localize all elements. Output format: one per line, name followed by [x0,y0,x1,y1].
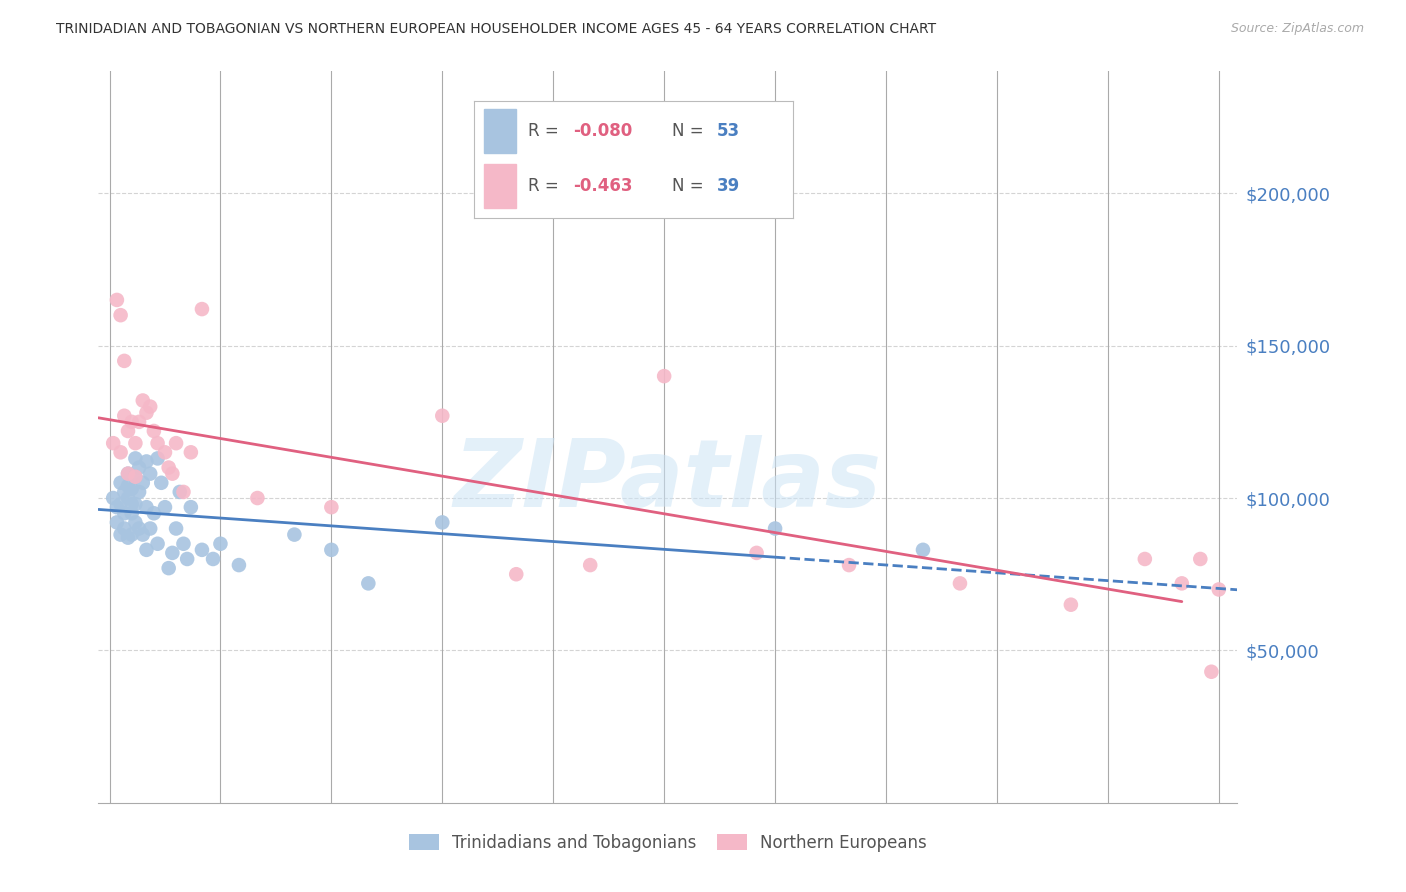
Point [150,475,173,490]
Point [121,497,143,511]
Point [128,521,150,535]
Point [112,521,135,535]
Point [139,467,162,481]
Point [112,485,135,500]
Point [579,558,602,573]
Point [283,527,305,541]
Legend: Trinidadians and Tobagonians, Northern Europeans: Trinidadians and Tobagonians, Northern E… [401,826,935,860]
Point [117,467,139,481]
Point [1208,582,1230,597]
Point [180,500,202,515]
Point [172,537,194,551]
Point [172,485,194,500]
Point [165,521,187,535]
Point [1201,665,1223,679]
Point [121,415,143,429]
Point [112,354,135,368]
Point [949,576,972,591]
Point [432,516,454,530]
Point [153,500,176,515]
Point [321,500,343,515]
Point [838,558,860,573]
Point [117,424,139,438]
Point [132,393,155,408]
Point [1171,576,1194,591]
Point [652,369,675,384]
Point [432,409,454,423]
Point [157,460,180,475]
Point [157,561,180,575]
Point [505,567,527,582]
Point [153,445,176,459]
Point [321,542,343,557]
Point [165,436,187,450]
Point [124,436,146,450]
Text: Source: ZipAtlas.com: Source: ZipAtlas.com [1230,22,1364,36]
Point [124,451,146,466]
Point [146,537,169,551]
Point [169,485,191,500]
Point [357,576,380,591]
Text: ZIPatlas: ZIPatlas [454,435,882,527]
Point [110,308,132,322]
Point [110,497,132,511]
Point [1133,552,1156,566]
Point [745,546,768,560]
Point [121,506,143,520]
Point [209,537,232,551]
Point [128,415,150,429]
Point [103,436,125,450]
Point [128,485,150,500]
Point [121,527,143,541]
Point [105,500,128,515]
Point [146,436,169,450]
Point [1189,552,1212,566]
Text: TRINIDADIAN AND TOBAGONIAN VS NORTHERN EUROPEAN HOUSEHOLDER INCOME AGES 45 - 64 : TRINIDADIAN AND TOBAGONIAN VS NORTHERN E… [56,22,936,37]
Point [110,527,132,541]
Point [146,451,169,466]
Point [105,516,128,530]
Point [110,475,132,490]
Point [132,527,155,541]
Point [135,542,157,557]
Point [162,467,184,481]
Point [117,531,139,545]
Point [202,552,225,566]
Point [128,460,150,475]
Point [763,521,786,535]
Point [162,546,184,560]
Point [139,521,162,535]
Point [103,491,125,505]
Point [191,301,214,317]
Point [117,467,139,481]
Point [105,293,128,307]
Point [112,409,135,423]
Point [124,469,146,483]
Point [1060,598,1083,612]
Point [142,506,165,520]
Point [124,516,146,530]
Point [135,406,157,420]
Point [132,475,155,490]
Point [191,542,214,557]
Point [110,445,132,459]
Point [180,445,202,459]
Point [117,491,139,505]
Point [176,552,198,566]
Point [246,491,269,505]
Point [139,400,162,414]
Point [124,497,146,511]
Point [121,482,143,496]
Point [112,506,135,520]
Point [135,500,157,515]
Point [142,424,165,438]
Point [135,454,157,468]
Point [911,542,934,557]
Point [228,558,250,573]
Point [124,469,146,483]
Point [117,479,139,493]
